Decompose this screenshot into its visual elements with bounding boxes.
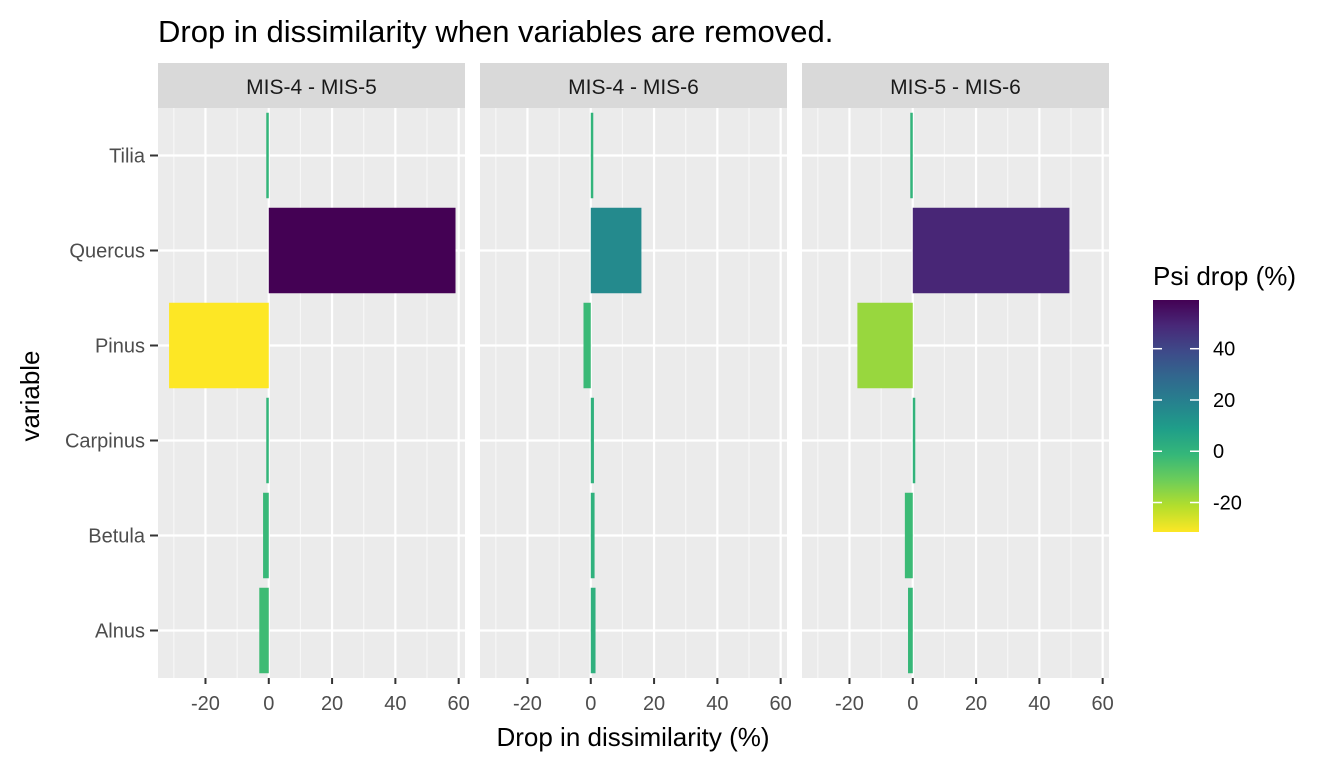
- facet-panel: MIS-4 - MIS-5 -20 0 20 40 60: [158, 63, 470, 715]
- x-tick-label: 40: [384, 693, 406, 715]
- colorbar-tick-label: 20: [1213, 390, 1235, 412]
- x-axis-title: Drop in dissimilarity (%): [496, 722, 769, 752]
- facet-panel: MIS-5 - MIS-6 -20 0 20 40 60: [802, 63, 1114, 715]
- x-tick-label: -20: [835, 693, 864, 715]
- x-tick-label: -20: [513, 693, 542, 715]
- legend: Psi drop (%) -20 0 20 40: [1153, 261, 1296, 532]
- bar: [590, 587, 596, 674]
- x-tick-label: 20: [643, 693, 665, 715]
- y-axis-title: variable: [15, 350, 45, 441]
- legend-title: Psi drop (%): [1153, 261, 1296, 291]
- chart-title: Drop in dissimilarity when variables are…: [158, 14, 833, 49]
- bar: [590, 492, 595, 579]
- x-tick-label: -20: [191, 693, 220, 715]
- facet-strip: [480, 63, 787, 109]
- x-tick-label: 60: [1092, 693, 1114, 715]
- facet-strip-label: MIS-5 - MIS-6: [890, 76, 1021, 99]
- legend-ticks: -20 0 20 40: [1153, 339, 1242, 515]
- y-tick-label: Betula: [88, 526, 146, 548]
- panel-background: [158, 108, 465, 678]
- facet-strip: [158, 63, 465, 109]
- colorbar-tick-label: -20: [1213, 493, 1242, 515]
- x-tick-label: 0: [907, 693, 918, 715]
- bar: [857, 302, 913, 389]
- y-tick-label: Tilia: [109, 146, 146, 168]
- y-axis: Alnus Betula Carpinus Pinus Quercus Tilia: [65, 146, 158, 643]
- x-tick-label: 20: [965, 693, 987, 715]
- facet-panels: MIS-4 - MIS-5 -20 0 20 40 60 MIS-4 - MIS-6 -20 0…: [158, 63, 1114, 715]
- bar: [912, 207, 1070, 294]
- x-tick-label: 0: [585, 693, 596, 715]
- facet-strip: [802, 63, 1109, 109]
- y-tick-label: Quercus: [69, 241, 145, 263]
- facet-strip-label: MIS-4 - MIS-6: [568, 76, 699, 99]
- colorbar-tick-label: 0: [1213, 441, 1224, 463]
- facet-panel: MIS-4 - MIS-6 -20 0 20 40 60: [480, 63, 792, 715]
- colorbar-tick-label: 40: [1213, 339, 1235, 361]
- y-tick-label: Alnus: [95, 621, 145, 643]
- bar: [590, 207, 642, 294]
- bar: [266, 112, 269, 199]
- panel-background: [480, 108, 787, 678]
- y-tick-label: Carpinus: [65, 431, 145, 453]
- panel-background: [802, 108, 1109, 678]
- bar: [908, 587, 913, 674]
- x-tick-label: 20: [321, 693, 343, 715]
- x-tick-label: 60: [770, 693, 792, 715]
- bar: [268, 207, 456, 294]
- bar: [912, 397, 916, 484]
- bar: [263, 492, 269, 579]
- x-tick-label: 40: [1028, 693, 1050, 715]
- bar: [259, 587, 269, 674]
- x-tick-label: 0: [263, 693, 274, 715]
- bar: [590, 112, 594, 199]
- bar: [169, 302, 269, 389]
- x-tick-label: 40: [706, 693, 728, 715]
- facet-strip-label: MIS-4 - MIS-5: [246, 76, 377, 99]
- x-tick-label: 60: [448, 693, 470, 715]
- bar: [904, 492, 913, 579]
- bar: [583, 302, 591, 389]
- y-tick-label: Pinus: [95, 336, 145, 358]
- bar: [590, 397, 594, 484]
- bar: [910, 112, 913, 199]
- colorbar: [1153, 300, 1199, 532]
- bar: [266, 397, 269, 484]
